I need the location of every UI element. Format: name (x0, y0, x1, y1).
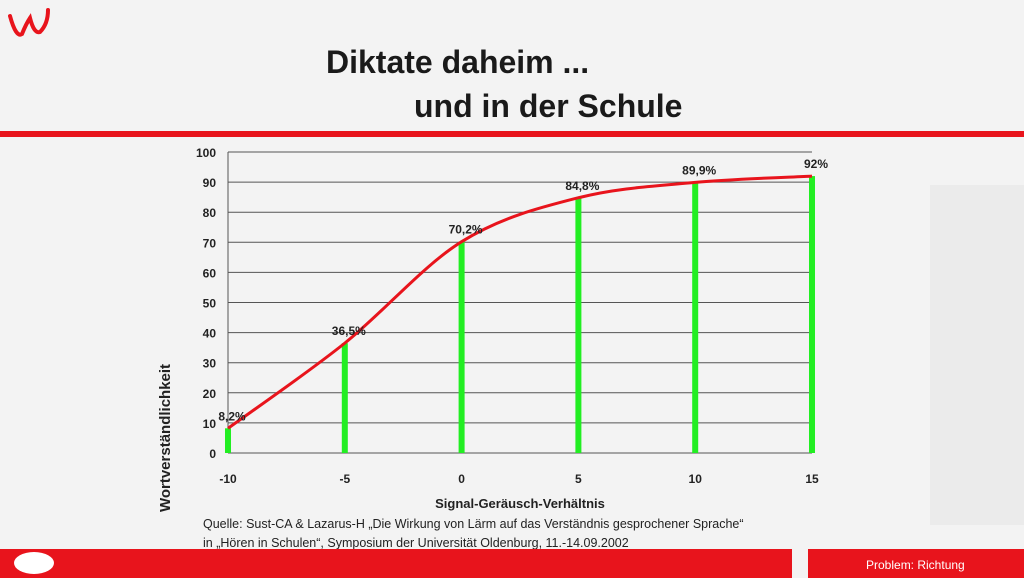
y-tick-label: 10 (203, 417, 217, 431)
y-axis-label: Wortverständlichkeit (157, 364, 174, 512)
y-tick-label: 40 (203, 327, 217, 341)
slide-title-line2: und in der Schule (414, 88, 683, 124)
slide-title-line1: Diktate daheim ... (326, 44, 590, 80)
chart-bars (225, 176, 815, 453)
footer-bar-left (0, 549, 792, 578)
bar (341, 343, 348, 453)
y-tick-label: 30 (203, 357, 217, 371)
footer-bar-right (808, 549, 1024, 578)
x-axis-label: Signal-Geräusch-Verhältnis (435, 496, 605, 511)
data-labels: 8,2% 36,5% 70,2% 84,8% 89,9% 92% (218, 157, 828, 423)
y-axis-ticks: 0 10 20 30 40 50 60 70 80 90 100 (196, 146, 216, 461)
source-line1: Quelle: Sust-CA & Lazarus-H „Die Wirkung… (203, 517, 744, 531)
y-tick-label: 20 (203, 387, 217, 401)
logo-icon (8, 8, 50, 37)
bar (692, 182, 699, 453)
source-line2: in „Hören in Schulen“, Symposium der Uni… (203, 536, 629, 550)
x-tick-label: 10 (689, 472, 703, 486)
x-axis-ticks: -10 -5 0 5 10 15 (219, 472, 819, 486)
data-label: 89,9% (682, 163, 716, 177)
y-tick-label: 90 (203, 176, 217, 190)
data-label: 92% (804, 157, 828, 171)
x-tick-label: 5 (575, 472, 582, 486)
y-tick-label: 80 (203, 206, 217, 220)
y-tick-label: 60 (203, 266, 217, 280)
source-citation: Quelle: Sust-CA & Lazarus-H „Die Wirkung… (203, 515, 744, 553)
bar (225, 428, 231, 453)
bar (458, 241, 465, 453)
x-tick-label: 0 (458, 472, 465, 486)
chart: 0 10 20 30 40 50 60 70 80 90 100 -10 -5 0 5 10 15 8,2% 3… (157, 146, 828, 512)
chart-grid (227, 151, 812, 454)
y-tick-label: 0 (209, 447, 216, 461)
data-label: 8,2% (218, 409, 246, 423)
trend-curve (227, 174, 813, 430)
background-panel (930, 185, 1024, 525)
footer-label: Problem: Richtung (866, 558, 965, 572)
y-tick-label: 70 (203, 236, 217, 250)
data-label: 84,8% (565, 179, 599, 193)
bar (809, 176, 815, 453)
footer-oval-icon (14, 552, 54, 574)
data-label: 36,5% (332, 324, 366, 338)
y-tick-label: 100 (196, 146, 216, 160)
y-tick-label: 50 (203, 297, 217, 311)
x-tick-label: 15 (805, 472, 819, 486)
data-label: 70,2% (449, 223, 483, 237)
x-tick-label: -10 (219, 472, 237, 486)
bar (575, 197, 582, 453)
x-tick-label: -5 (339, 472, 350, 486)
top-divider (0, 131, 1024, 137)
